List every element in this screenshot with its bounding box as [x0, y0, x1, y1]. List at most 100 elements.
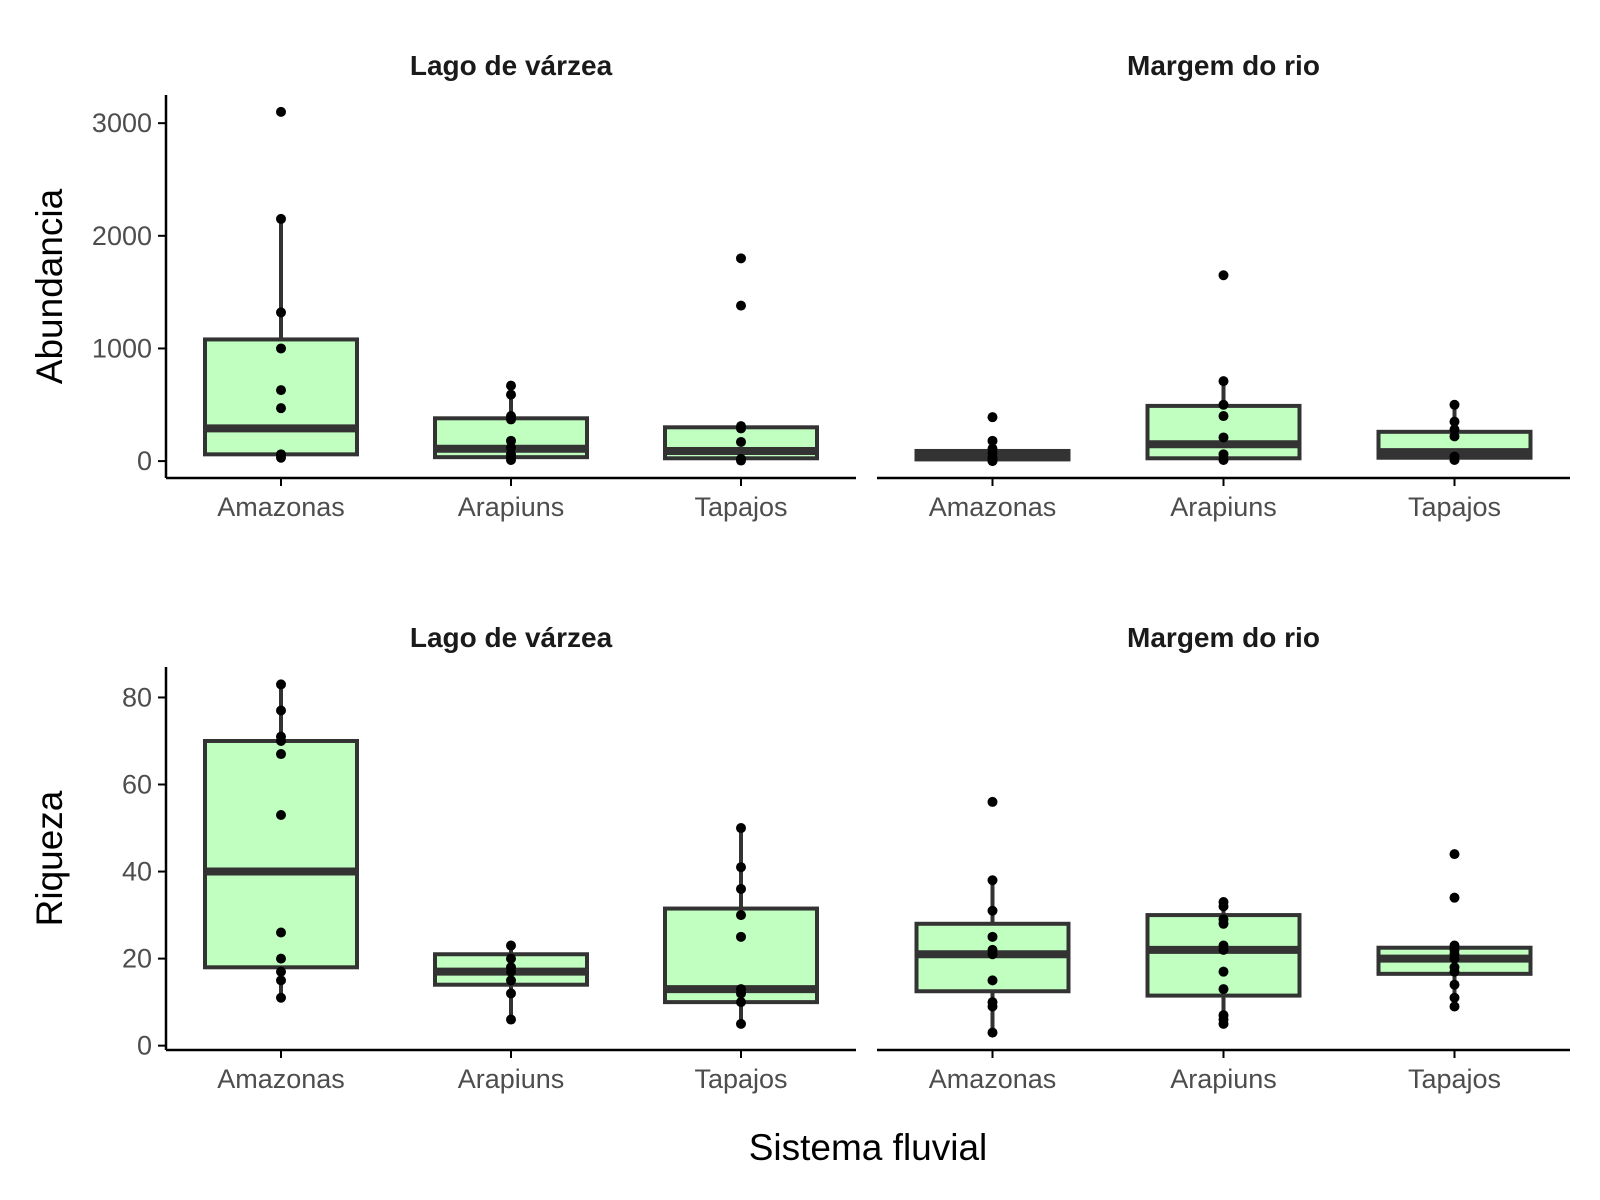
y-tick-label: 20 [122, 944, 152, 974]
data-point [736, 862, 746, 873]
data-point [276, 705, 286, 716]
data-point [736, 453, 746, 464]
y-tick-label: 3000 [92, 108, 152, 138]
data-point [736, 823, 746, 834]
data-point [276, 966, 286, 977]
data-point [987, 1027, 998, 1038]
data-point [1218, 376, 1229, 387]
data-point [1218, 411, 1229, 422]
data-point [276, 213, 286, 224]
data-point [506, 380, 516, 391]
x-tick-label: Arapiuns [1170, 1064, 1277, 1094]
data-point [736, 300, 746, 311]
data-point [276, 953, 286, 964]
data-point [736, 984, 746, 995]
data-point [276, 307, 286, 318]
data-point [987, 931, 998, 942]
data-point [1218, 399, 1229, 410]
data-point [276, 992, 286, 1003]
x-tick-label: Tapajos [694, 492, 787, 522]
data-point [276, 679, 286, 690]
box-amazonas [203, 218, 359, 458]
x-tick-label: Tapajos [1408, 492, 1501, 522]
data-point [506, 975, 516, 986]
y-axis-title: Riqueza [29, 790, 70, 926]
x-axis-title: Sistema fluvial [749, 1127, 988, 1168]
data-point [506, 953, 516, 964]
y-tick-label: 0 [137, 446, 152, 476]
data-point [987, 975, 998, 986]
data-point [1449, 1001, 1460, 1012]
y-tick-label: 40 [122, 857, 152, 887]
data-point [506, 940, 516, 951]
data-point [276, 927, 286, 938]
data-point [1449, 892, 1460, 903]
data-point [987, 443, 998, 454]
y-tick-label: 2000 [92, 221, 152, 251]
panel-row-riqueza: Riqueza Lago de várzea 0 20 40 60 80 Amazonas Ar… [29, 622, 1570, 1168]
data-point [276, 731, 286, 742]
data-point [987, 435, 998, 446]
x-tick-label: Tapajos [1408, 1064, 1501, 1094]
data-point [736, 1018, 746, 1029]
data-point [276, 106, 286, 117]
y-tick-label: 80 [122, 682, 152, 712]
data-point [736, 931, 746, 942]
facet-panel: Margem do rio Amazonas Arapiuns Tapajos [877, 50, 1570, 522]
data-point [1218, 1010, 1229, 1021]
data-point [736, 253, 746, 264]
facet-title: Margem do rio [1127, 622, 1320, 653]
data-point [276, 975, 286, 986]
data-point [987, 997, 998, 1008]
data-point [987, 412, 998, 423]
data-point [506, 411, 516, 422]
data-point [987, 875, 998, 886]
data-point [1449, 992, 1460, 1003]
y-tick-label: 0 [137, 1031, 152, 1061]
data-point [1449, 451, 1460, 462]
data-point [506, 1014, 516, 1025]
data-point [1449, 424, 1460, 435]
box-amazonas [203, 684, 359, 998]
data-point [1218, 940, 1229, 951]
x-tick-label: Arapiuns [458, 492, 565, 522]
data-point [736, 997, 746, 1008]
data-point [1218, 449, 1229, 460]
data-point [1449, 962, 1460, 973]
data-point [1218, 966, 1229, 977]
data-point [987, 905, 998, 916]
y-axis-title: Abundancia [29, 188, 70, 384]
data-point [1449, 399, 1460, 410]
x-tick-label: Amazonas [929, 492, 1057, 522]
data-point [506, 435, 516, 446]
x-tick-label: Arapiuns [458, 1064, 565, 1094]
data-point [736, 436, 746, 447]
data-point [1218, 914, 1229, 925]
data-point [736, 421, 746, 432]
x-tick-label: Tapajos [694, 1064, 787, 1094]
data-point [1449, 849, 1460, 860]
data-point [736, 883, 746, 894]
data-point [1218, 432, 1229, 443]
data-point [276, 403, 286, 414]
y-tick-label: 60 [122, 770, 152, 800]
x-tick-label: Arapiuns [1170, 492, 1277, 522]
data-point [1449, 979, 1460, 990]
data-point [506, 389, 516, 400]
panel-row-abundancia: Abundancia Lago de várzea 0 1000 2000 3000 Ama… [29, 50, 1570, 522]
data-point [1218, 897, 1229, 908]
facet-title: Lago de várzea [410, 50, 613, 81]
data-point [1218, 984, 1229, 995]
data-point [506, 988, 516, 999]
facet-panel: Lago de várzea 0 20 40 60 80 Amazonas Arapiuns T… [122, 622, 856, 1094]
x-tick-label: Amazonas [217, 492, 345, 522]
data-point [276, 809, 286, 820]
x-tick-label: Amazonas [217, 1064, 345, 1094]
y-tick-label: 1000 [92, 333, 152, 363]
data-point [987, 796, 998, 807]
facet-panel: Lago de várzea 0 1000 2000 3000 Amazonas Arapi… [92, 50, 856, 522]
data-point [736, 910, 746, 921]
facet-title: Lago de várzea [410, 622, 613, 653]
data-point [276, 449, 286, 460]
